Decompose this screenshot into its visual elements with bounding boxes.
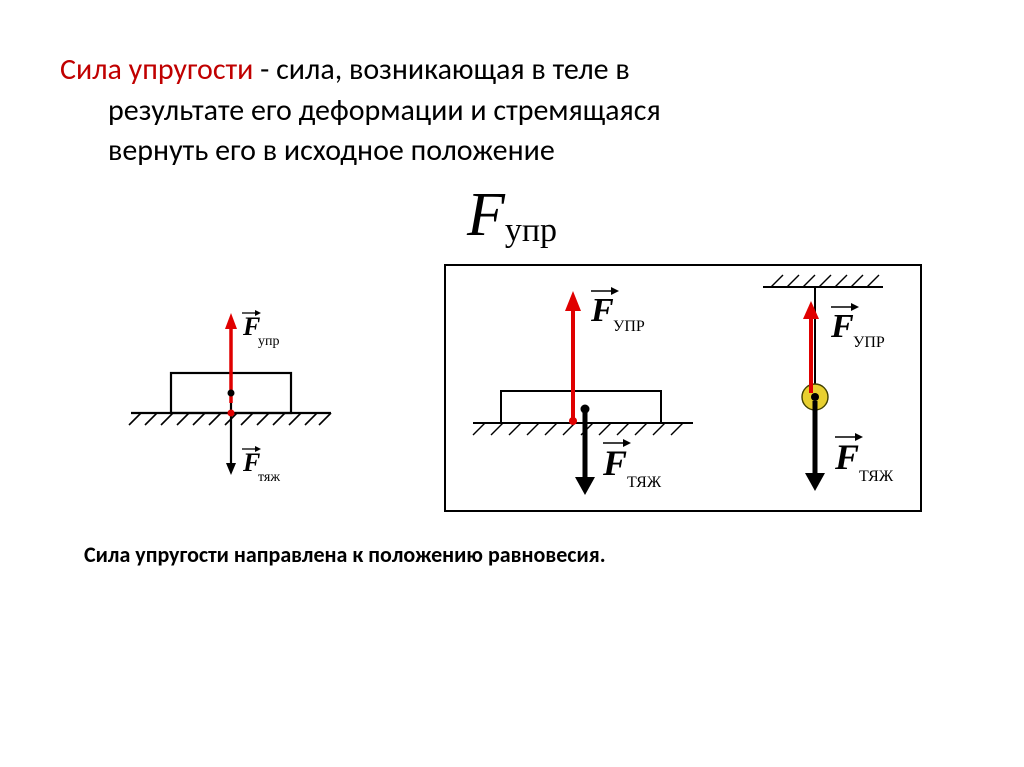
diagram-right-box: F УПР F ТЯЖ [443, 263, 923, 513]
symbol-sub: упр [505, 212, 557, 249]
definition-text: Сила упругости - сила, возникающая в тел… [60, 50, 964, 172]
force-symbol: Fупр [60, 180, 964, 251]
def-rest1: - сила, возникающая в теле в [253, 51, 629, 88]
diagram-left: F упр F тяж [101, 273, 361, 503]
term: Сила упругости [60, 51, 253, 88]
diagrams-row: F упр F тяж [60, 263, 964, 513]
svg-text:F: F [590, 292, 614, 329]
def-line3: вернуть его в исходное положение [60, 132, 555, 169]
footer-note: Сила упругости направлена к положению ра… [60, 541, 964, 568]
svg-text:F: F [834, 437, 859, 477]
symbol-F: F [467, 181, 505, 249]
svg-text:ТЯЖ: ТЯЖ [859, 468, 894, 485]
svg-text:упр: упр [258, 334, 280, 349]
svg-text:УПР: УПР [613, 318, 645, 335]
subdiagram-hanging: F УПР F ТЯЖ [763, 275, 894, 491]
svg-text:F: F [830, 308, 854, 345]
svg-text:тяж: тяж [258, 470, 280, 485]
svg-text:УПР: УПР [853, 334, 885, 351]
svg-text:F: F [602, 443, 627, 483]
subdiagram-block: F УПР F ТЯЖ [473, 287, 693, 495]
svg-text:ТЯЖ: ТЯЖ [627, 474, 662, 491]
def-line2: результате его деформации и стремящаяся [60, 92, 661, 129]
